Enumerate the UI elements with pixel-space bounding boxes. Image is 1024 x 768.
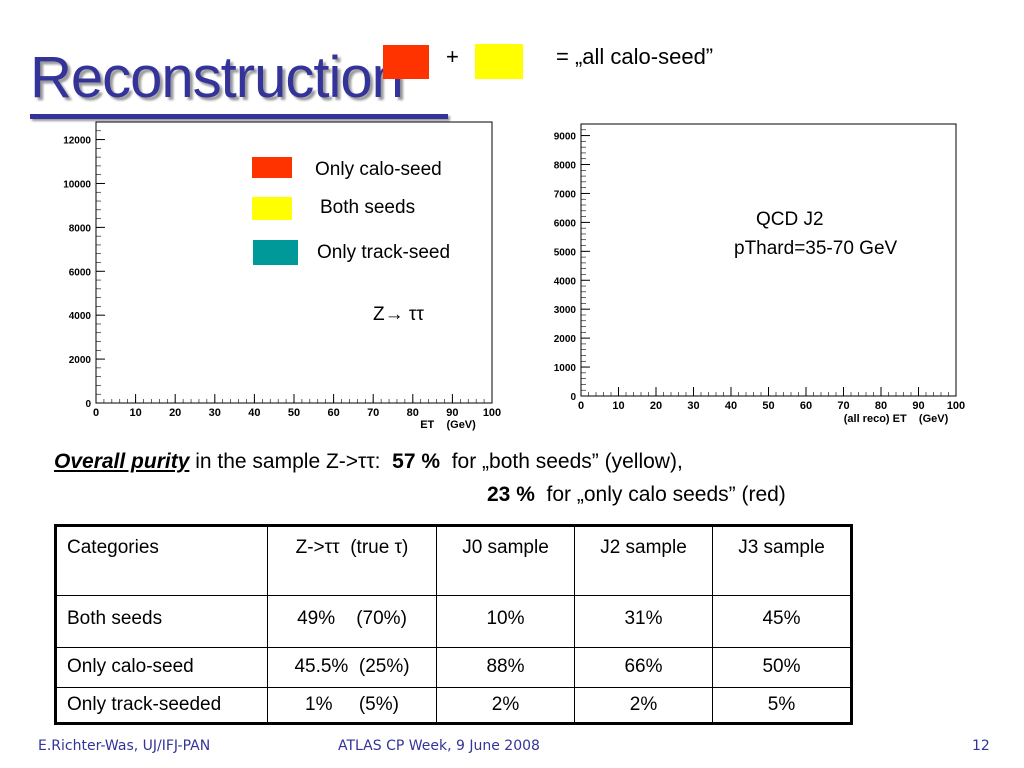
chart1-xtick-label: 50 [288,407,300,419]
row-label: Only track-seeded [55,687,268,724]
chart1-ytick-label: 12000 [63,136,91,147]
chart2-xtick-label: 90 [912,400,924,412]
slide-title: Reconstruction [30,45,404,110]
chart2-ytick-label: 1000 [554,363,577,374]
chart1-xlabel: ET (GeV) [420,419,476,431]
cell: 45% [712,595,852,648]
chart2-ytick-label: 5000 [554,247,577,258]
chart1-xtick-label: 40 [248,407,260,419]
chart2-ytick-label: 8000 [554,161,577,172]
legend-label-both: Both seeds [320,197,415,218]
chart2-xtick-label: 30 [687,400,699,412]
legend-swatch-both [252,197,292,220]
ztautau-histogram: 0 2000 4000 6000 8000 10000 12000 0 10 20 30 40 50 60… [63,121,501,431]
chart1-xtick-label: 0 [93,407,99,419]
header-j0: J0 sample [436,525,575,596]
cell: 66% [574,647,713,688]
plus-sign: + [446,44,459,69]
chart2-xtick-label: 60 [800,400,812,412]
chart2-ytick-label: 4000 [554,276,577,287]
legend-label-track: Only track-seed [317,242,450,263]
purity-value-both: 57 % [392,450,441,473]
chart1-xtick-label: 80 [407,407,419,419]
chart1-xtick-label: 60 [327,407,339,419]
chart2-xtick-label: 0 [578,400,584,412]
chart2-ytick-label: 2000 [554,334,577,345]
chart2-xtick-label: 50 [762,400,774,412]
chart1-ytick-label: 0 [85,399,91,410]
cell: 45.5% (25%) [267,647,437,688]
cell: 1% (5%) [267,687,437,724]
chart1-xtick-label: 70 [367,407,379,419]
footer-page-number: 12 [972,738,990,754]
footer-event: ATLAS CP Week, 9 June 2008 [338,738,540,754]
chart2-xtick-label: 100 [947,400,965,412]
chart2-frame [580,123,957,397]
chart1-xtick-label: 30 [209,407,221,419]
purity-line-2: 23 % for „only calo seeds” (red) [487,483,786,507]
row-label: Only calo-seed [55,647,268,688]
chart2-xtick-label: 80 [875,400,887,412]
header-categories: Categories [55,525,268,596]
chart2-annotation-line1: QCD J2 [756,209,824,230]
cell: 2% [436,687,575,724]
header-j3: J3 sample [712,525,852,596]
chart1-ytick-label: 10000 [63,179,91,190]
title-underline [30,114,448,119]
legend-swatch-calo [252,157,292,178]
table-header-row: Categories Z->ττ (true τ) J0 sample J2 s… [55,525,852,596]
chart2-ytick-label: 3000 [554,305,577,316]
chart1-xtick-label: 100 [483,407,501,419]
purity-desc-both: for „both seeds” (yellow), [440,450,683,473]
chart2-xtick-label: 40 [725,400,737,412]
qcd-j2-histogram: 0 1000 2000 3000 4000 5000 6000 7000 8000 9000 0 10… [554,123,965,425]
purity-sample-text: in the sample Z->ττ: [189,450,393,473]
cell: 10% [436,595,575,648]
chart2-xtick-label: 10 [612,400,624,412]
chart1-ytick-label: 4000 [69,311,92,322]
footer-author: E.Richter-Was, UJ/IFJ-PAN [38,738,211,754]
table-row: Both seeds 49% (70%) 10% 31% 45% [55,595,852,648]
chart2-ytick-label: 9000 [554,132,577,143]
purity-value-calo: 23 % [487,483,535,506]
chart1-xtick-label: 10 [129,407,141,419]
red-swatch [383,45,429,79]
chart2-xlabel: (all reco) ET (GeV) [844,413,949,425]
chart2-xtick-label: 20 [650,400,662,412]
header-ztautau: Z->ττ (true τ) [267,525,437,596]
row-label: Both seeds [55,595,268,648]
yellow-swatch [475,44,523,79]
purity-desc-calo: for „only calo seeds” (red) [534,483,786,506]
chart2-annotation-line2: pThard=35-70 GeV [734,238,898,259]
chart2-ytick-label: 6000 [554,218,577,229]
chart1-annotation: Z→ ττ [373,304,424,325]
chart1-ytick-label: 8000 [69,223,92,234]
cell: 5% [712,687,852,724]
cell: 49% (70%) [267,595,437,648]
chart2-ytick-label: 7000 [554,189,577,200]
cell: 31% [574,595,713,648]
header-j2: J2 sample [574,525,713,596]
categories-table: Categories Z->ττ (true τ) J0 sample J2 s… [54,524,853,725]
cell: 88% [436,647,575,688]
purity-line-1: Overall purity in the sample Z->ττ: 57 %… [54,450,683,474]
chart1-ytick-label: 2000 [69,355,92,366]
chart1-xtick-label: 20 [169,407,181,419]
legend-label-calo: Only calo-seed [315,159,442,180]
table-row: Only calo-seed 45.5% (25%) 88% 66% 50% [55,647,852,688]
cell: 50% [712,647,852,688]
legend-swatch-track [253,240,298,265]
table-row: Only track-seeded 1% (5%) 2% 2% 5% [55,687,852,724]
cell: 2% [574,687,713,724]
equals-all-calo-seed: = „all calo-seed” [556,44,714,69]
chart1-xtick-label: 90 [446,407,458,419]
chart2-xtick-label: 70 [837,400,849,412]
chart2-ytick-label: 0 [570,392,576,403]
overall-purity-label: Overall purity [54,450,190,473]
chart1-ytick-label: 6000 [69,267,92,278]
